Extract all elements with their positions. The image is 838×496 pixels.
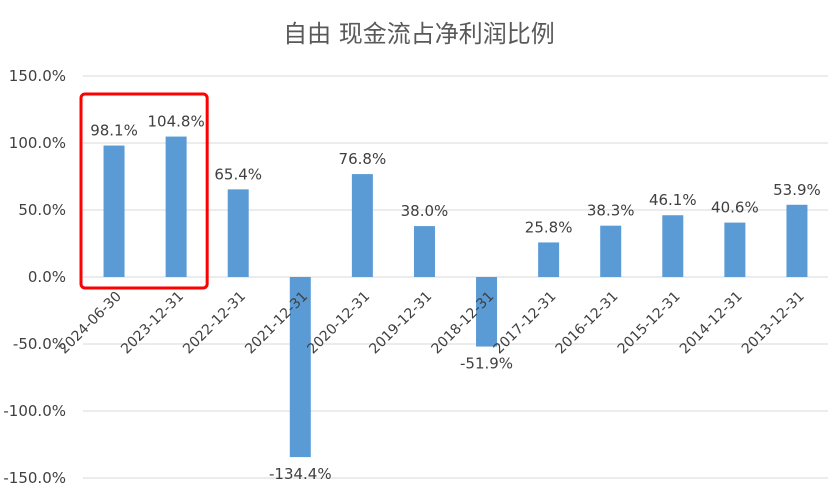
bar bbox=[351, 174, 373, 277]
y-tick-label: -50.0% bbox=[13, 335, 66, 353]
x-tick-label: 2013-12-31 bbox=[739, 289, 808, 358]
y-tick-label: 0.0% bbox=[28, 268, 66, 286]
bar bbox=[289, 277, 311, 458]
bar bbox=[103, 145, 125, 277]
y-tick-label: 50.0% bbox=[18, 201, 66, 219]
x-tick-label: 2022-12-31 bbox=[180, 289, 249, 358]
data-label: 25.8% bbox=[525, 218, 573, 236]
bar bbox=[413, 226, 435, 277]
x-tick-label: 2017-12-31 bbox=[491, 289, 560, 358]
data-label: 98.1% bbox=[90, 122, 138, 140]
x-tick-label: 2015-12-31 bbox=[615, 289, 684, 358]
y-tick-label: -150.0% bbox=[3, 469, 66, 487]
chart-title: 自由 现金流占净利润比例 bbox=[283, 20, 555, 48]
bars bbox=[103, 136, 808, 458]
bar bbox=[476, 277, 498, 347]
gridlines bbox=[83, 75, 828, 479]
x-tick-label: 2024-06-30 bbox=[56, 289, 125, 358]
bar bbox=[786, 204, 808, 277]
data-label: 53.9% bbox=[773, 181, 821, 199]
highlight-box bbox=[79, 92, 209, 290]
y-tick-label: 100.0% bbox=[9, 134, 66, 152]
data-label: 38.3% bbox=[587, 202, 635, 220]
bar bbox=[600, 225, 622, 277]
x-tick-label: 2020-12-31 bbox=[304, 289, 373, 358]
x-tick-label: 2023-12-31 bbox=[118, 289, 187, 358]
data-label: 46.1% bbox=[649, 191, 697, 209]
data-label: -134.4% bbox=[269, 465, 332, 483]
bar bbox=[165, 136, 187, 277]
data-label: 38.0% bbox=[401, 202, 449, 220]
x-tick-label: 2016-12-31 bbox=[553, 289, 622, 358]
data-label: 40.6% bbox=[711, 199, 759, 217]
bar bbox=[724, 222, 746, 277]
data-labels: 98.1% 104.8%65.4%-134.4%76.8%38.0%-51.9%2… bbox=[90, 113, 821, 484]
data-label: -51.9% bbox=[460, 355, 513, 373]
y-axis-labels: 150.0% 100.0% 50.0% 0.0% -50.0% -100.0% -150.0… bbox=[3, 67, 66, 487]
data-label: 65.4% bbox=[214, 165, 262, 183]
data-label: 104.8% bbox=[148, 113, 205, 131]
data-label: 76.8% bbox=[339, 150, 387, 168]
x-tick-label: 2019-12-31 bbox=[366, 289, 435, 358]
y-tick-label: 150.0% bbox=[9, 67, 66, 85]
bar bbox=[662, 215, 684, 277]
bar bbox=[227, 189, 249, 277]
highlight-rectangle bbox=[79, 92, 209, 290]
y-tick-label: -100.0% bbox=[3, 402, 66, 420]
bar bbox=[538, 242, 560, 277]
x-axis-labels: 2024-06-302023-12-312022-12-312021-12-31… bbox=[56, 289, 808, 358]
x-tick-label: 2014-12-31 bbox=[677, 289, 746, 358]
